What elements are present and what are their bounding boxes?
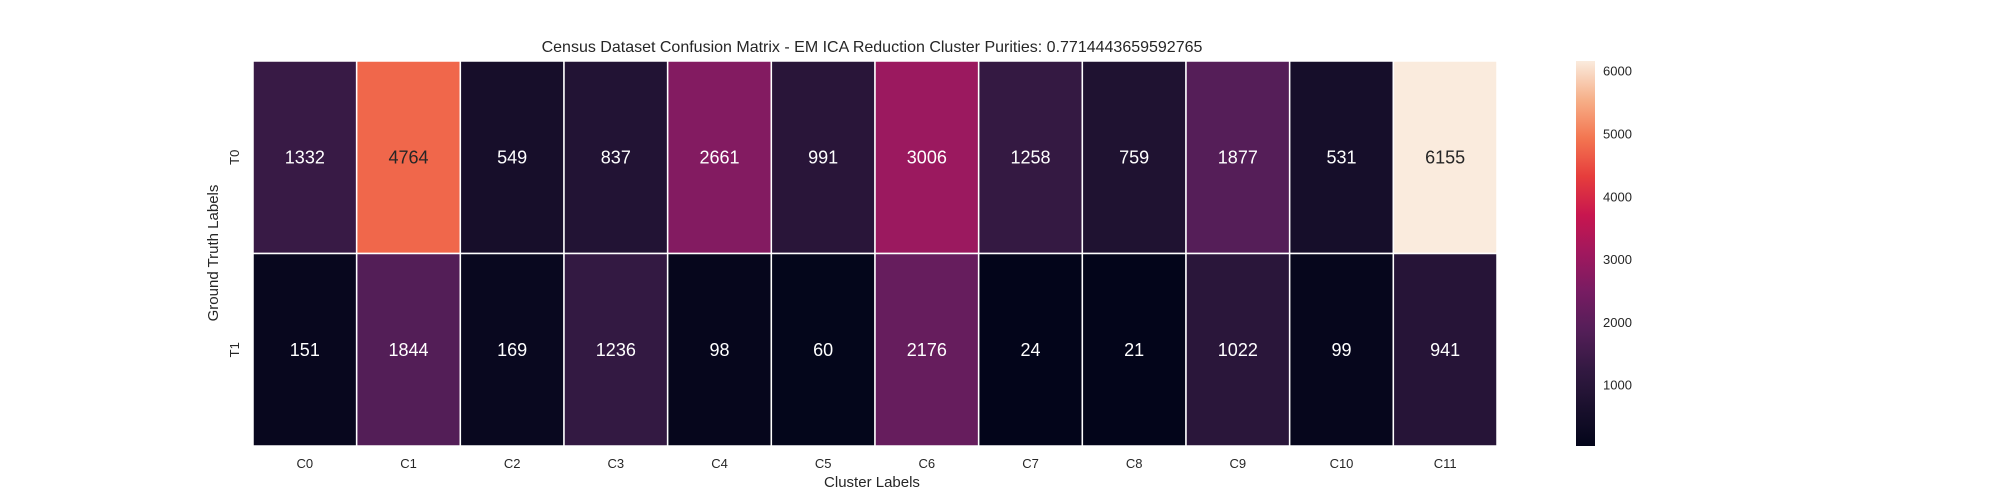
heatmap-cell <box>1392 60 1498 255</box>
heatmap-cell <box>252 252 358 447</box>
heatmap-cell <box>459 252 565 447</box>
heatmap-cell <box>1392 252 1498 447</box>
cell-value-label: 24 <box>1020 340 1040 360</box>
heatmap-cell <box>563 252 669 447</box>
heatmap-cell <box>770 60 876 255</box>
cell-value-label: 2176 <box>907 340 947 360</box>
cell-value-label: 991 <box>808 147 838 167</box>
cell-value-label: 1258 <box>1010 147 1050 167</box>
cell-value-label: 1236 <box>596 340 636 360</box>
cell-value-label: 1332 <box>285 147 325 167</box>
heatmap-cell <box>1185 60 1291 255</box>
heatmap-cell <box>1081 252 1187 447</box>
x-tick-label: C3 <box>608 456 625 471</box>
heatmap-cell <box>977 252 1084 447</box>
heatmap-grid: 1332 4764 549 837 2661 991 3006 1258 759 1877 531 6… <box>252 60 1498 447</box>
x-tick-label: C6 <box>919 456 936 471</box>
cell-value-label: 549 <box>497 147 527 167</box>
y-axis-ticks: T0 T1 <box>227 150 242 358</box>
heatmap-cell <box>770 252 876 447</box>
cell-value-label: 531 <box>1326 147 1356 167</box>
cell-value-label: 941 <box>1430 340 1460 360</box>
x-tick-label: C5 <box>815 456 832 471</box>
colorbar-tick-label: 4000 <box>1603 189 1632 204</box>
x-axis-label: Cluster Labels <box>824 474 920 491</box>
heatmap-cell <box>666 60 773 255</box>
y-tick-label: T1 <box>227 342 242 357</box>
x-tick-label: C0 <box>297 456 314 471</box>
colorbar-tick-label: 6000 <box>1603 64 1632 79</box>
chart-title: Census Dataset Confusion Matrix - EM ICA… <box>542 39 1203 56</box>
cell-value-label: 6155 <box>1425 147 1465 167</box>
x-tick-label: C7 <box>1022 456 1039 471</box>
heatmap-cell <box>252 60 358 255</box>
cell-value-label: 21 <box>1124 340 1144 360</box>
cell-value-label: 837 <box>601 147 631 167</box>
x-tick-label: C11 <box>1434 456 1457 471</box>
heatmap-cell <box>1185 252 1291 447</box>
colorbar-gradient <box>1576 61 1595 446</box>
x-tick-label: C1 <box>400 456 417 471</box>
cell-value-label: 759 <box>1119 147 1149 167</box>
cell-value-label: 169 <box>497 340 527 360</box>
cell-value-label: 151 <box>290 340 320 360</box>
cell-value-label: 1844 <box>388 340 428 360</box>
heatmap-cell <box>355 60 462 255</box>
y-axis-label: Ground Truth Labels <box>205 185 222 322</box>
x-tick-label: C10 <box>1330 456 1354 471</box>
heatmap-cell <box>874 252 980 447</box>
cell-value-label: 4764 <box>388 147 428 167</box>
cell-value-label: 60 <box>813 340 833 360</box>
x-tick-label: C2 <box>504 456 521 471</box>
x-tick-label: C4 <box>711 456 728 471</box>
colorbar: 1000 2000 3000 4000 5000 6000 <box>1576 61 1632 446</box>
colorbar-tick-label: 1000 <box>1603 378 1632 393</box>
cell-value-label: 98 <box>709 340 729 360</box>
heatmap-cell <box>666 252 773 447</box>
colorbar-tick-label: 2000 <box>1603 315 1632 330</box>
y-tick-label: T0 <box>227 150 242 165</box>
heatmap-cell <box>977 60 1084 255</box>
cell-value-label: 1877 <box>1218 147 1258 167</box>
cell-value-label: 99 <box>1331 340 1351 360</box>
heatmap-cell <box>563 60 669 255</box>
x-tick-label: C8 <box>1126 456 1143 471</box>
heatmap-cell <box>1288 252 1395 447</box>
heatmap-cell <box>459 60 565 255</box>
x-tick-label: C9 <box>1230 456 1247 471</box>
heatmap-cell <box>355 252 462 447</box>
cell-value-label: 1022 <box>1218 340 1258 360</box>
cell-value-label: 3006 <box>907 147 947 167</box>
x-axis-ticks: C0 C1 C2 C3 C4 C5 C6 C7 C8 C9 C10 C11 <box>297 456 1457 471</box>
colorbar-tick-label: 5000 <box>1603 126 1632 141</box>
colorbar-tick-label: 3000 <box>1603 252 1632 267</box>
cell-value-label: 2661 <box>699 147 739 167</box>
